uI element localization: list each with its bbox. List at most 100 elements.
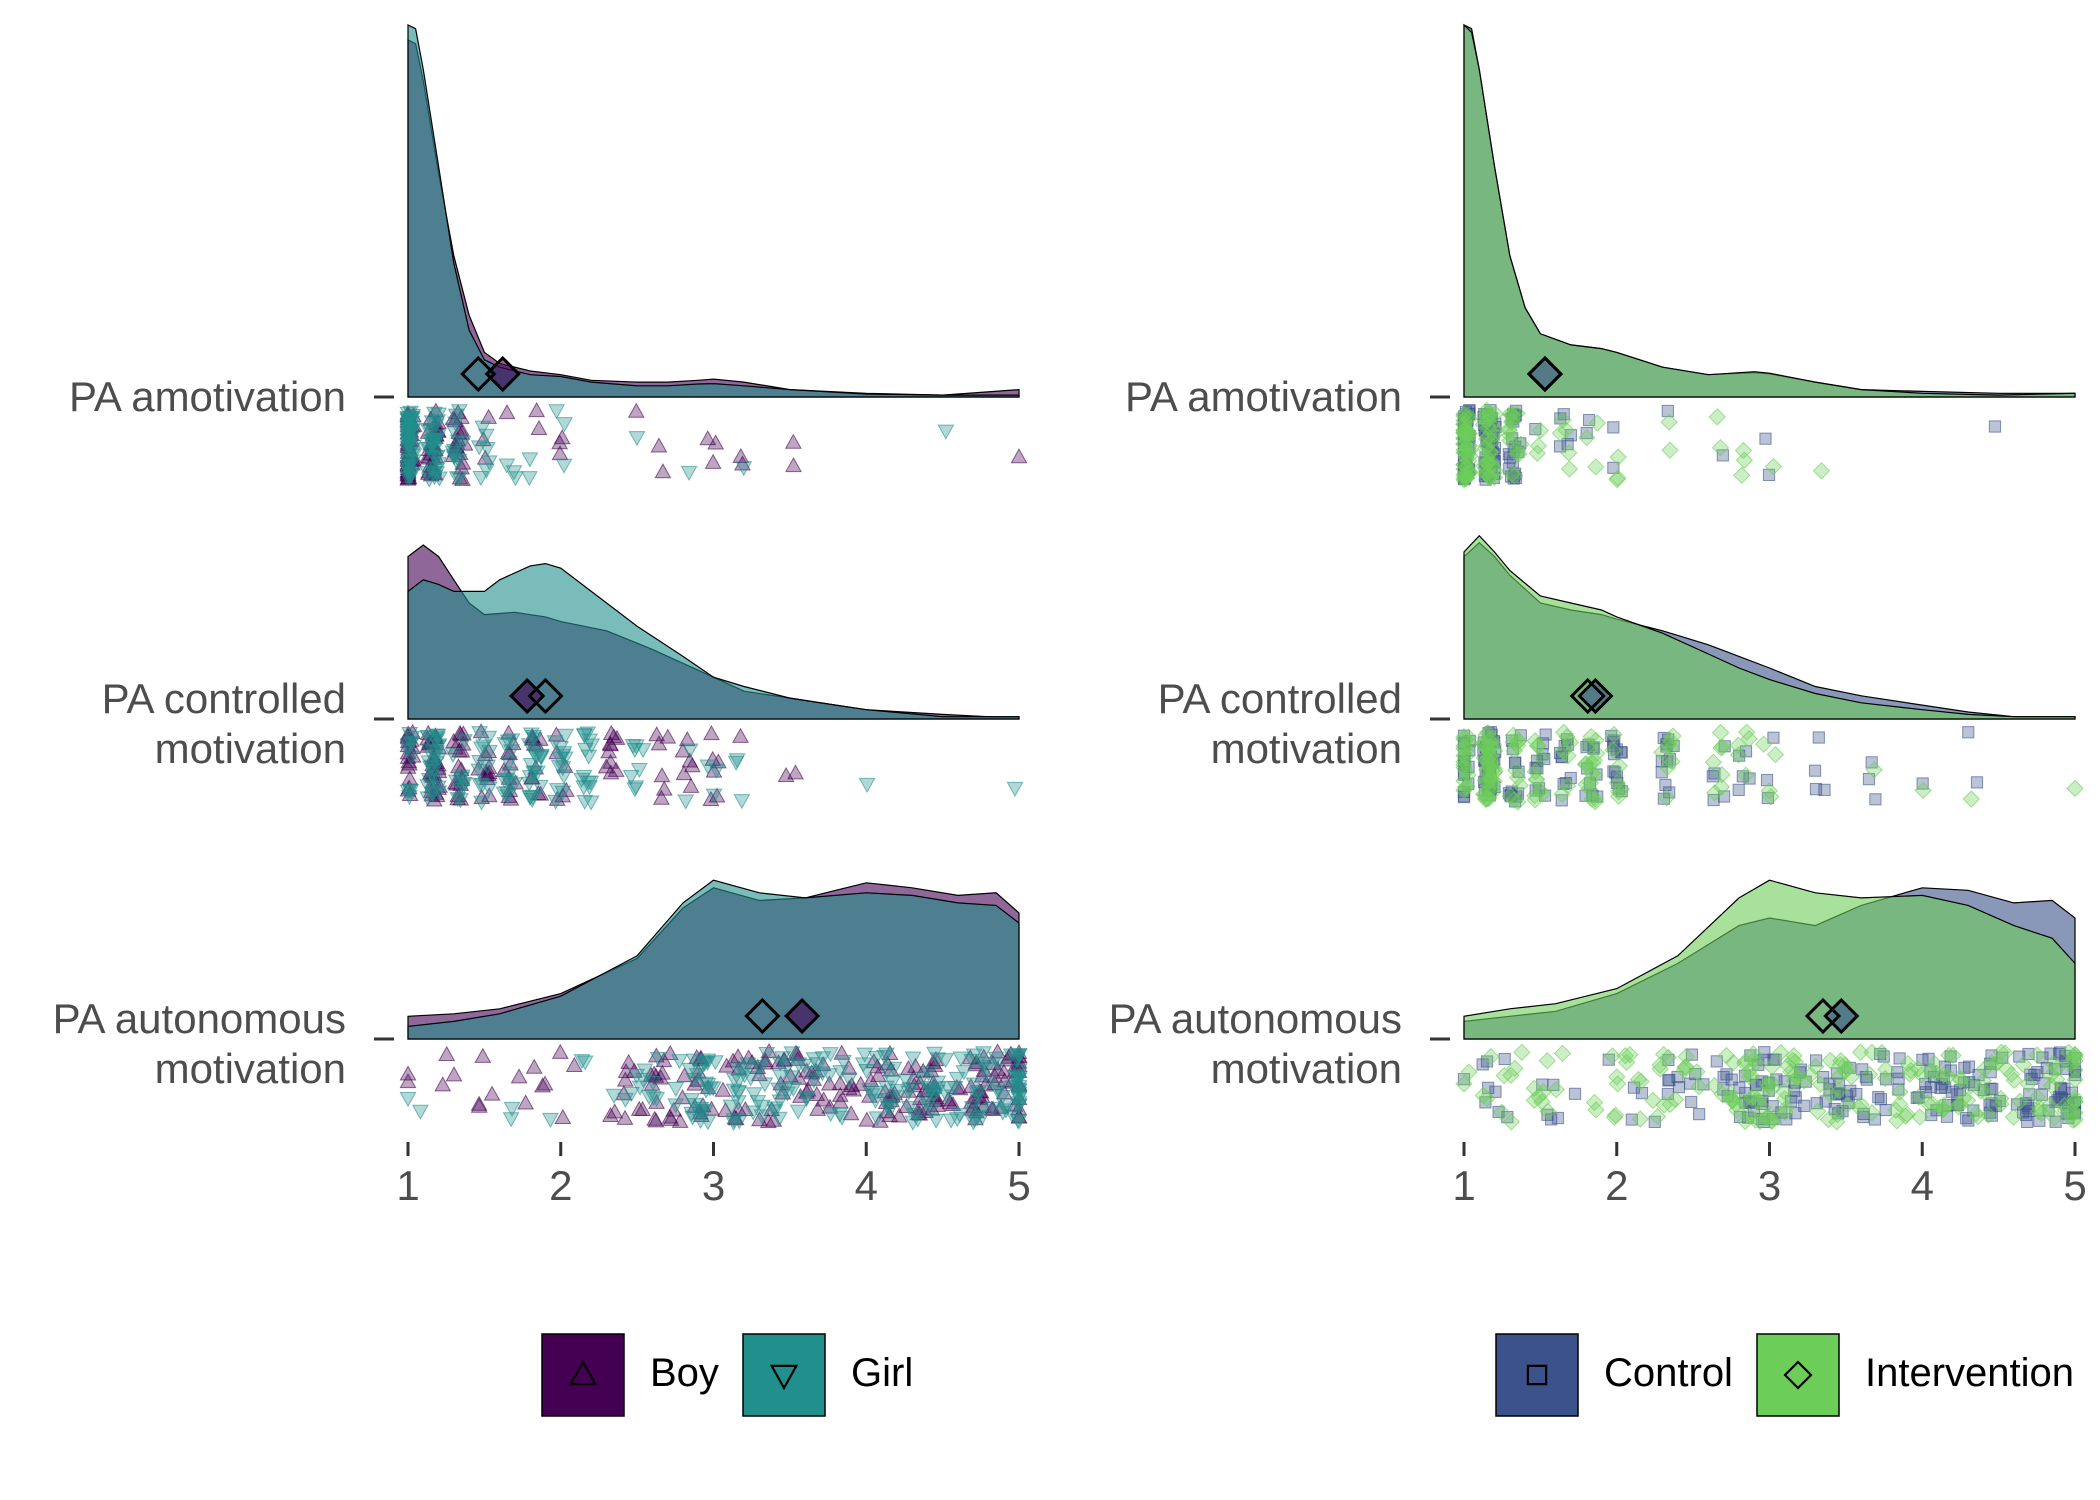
rain-point-intervention [1664,727,1682,745]
rain-point-boy [1010,448,1028,464]
rain-point-girl [551,751,569,767]
rain-point-control [1810,1097,1823,1110]
rain-point-intervention [1661,441,1679,459]
row-label-line: motivation [155,725,346,772]
rain-point-girl [402,405,420,421]
rain-point-intervention [1828,1105,1847,1124]
rain-point-intervention [1480,747,1499,765]
rain-point-intervention [2004,1108,2023,1126]
rain-point-boy [784,433,802,449]
rain-point-intervention [1955,1089,1973,1107]
rain-point-intervention [1510,445,1528,463]
rain-point-intervention [1581,774,1600,792]
density-girl [407,879,1020,1040]
rain-point-intervention [1586,793,1604,811]
rain-point-control [1869,793,1882,806]
rain-point-girl [968,1091,986,1107]
rain-point-girl [699,759,717,775]
rain-point-intervention [1763,1058,1781,1076]
rain-point-boy [951,1080,969,1096]
rain-point-girl [725,1083,743,1099]
rain-point-girl [885,1061,903,1077]
rain-point-control [1958,1061,1971,1075]
row-label: PA controlled motivation [1158,675,1402,772]
rain-point-intervention [1661,731,1680,750]
rain-point-control [1689,1067,1702,1081]
rain-point-intervention [1460,409,1478,428]
legend-marker-icon [769,1364,799,1391]
rain-point-boy [840,1079,858,1095]
rain-point-boy [653,767,671,783]
rain-point-intervention [1659,1048,1678,1067]
rain-point-girl [420,772,438,789]
rain-point-boy [510,1068,528,1084]
rain-point-intervention [1713,1085,1731,1103]
rain-point-boy [551,1043,569,1059]
rain-point-boy [551,434,569,450]
rain-point-intervention [1531,421,1549,440]
rain-point-intervention [1608,1068,1626,1086]
rain-point-intervention [1887,1101,1905,1119]
rain-point-girl [680,465,698,482]
rain-point-intervention [1912,1066,1931,1084]
rain-point-intervention [1587,1101,1605,1119]
rain-point-intervention [1712,778,1731,796]
rain-point-control [1818,783,1831,796]
rain-point-girl [547,794,565,810]
rain-point-intervention [2066,1110,2084,1129]
rain-point-boy [399,1073,417,1089]
rain-point-boy [717,1101,734,1117]
rain-point-boy [898,1097,915,1114]
rain-point-intervention [1902,1061,1920,1080]
rain-point-girl [426,774,444,790]
rain-point-intervention [1557,421,1575,439]
rain-point-boy [647,1112,665,1128]
rain-point-boy [453,459,471,475]
rain-point-intervention [1509,793,1527,811]
rain-point-girl [973,1110,991,1126]
rain-point-girl [858,777,876,794]
rain-point-intervention [1763,1080,1781,1098]
rain-point-girl [474,420,492,436]
rain-point-intervention [1511,776,1530,795]
rain-point-girl [447,416,465,432]
rain-point-control [1819,1095,1832,1108]
rain-point-girl [450,471,468,487]
rain-point-girl [730,1114,748,1130]
rain-point-intervention [1603,1047,1622,1065]
rain-point-intervention [1890,1095,1909,1113]
rain-point-girl [795,1058,813,1075]
rain-point-girl [671,1054,688,1070]
rain-point-intervention [1529,736,1547,755]
rain-point-intervention [1777,1099,1795,1117]
rain-point-boy [454,725,472,741]
rain-point-intervention [1560,444,1578,462]
rain-point-boy [674,742,692,758]
rain-point-boy [803,1064,821,1080]
rain-point-intervention [1554,411,1572,429]
rain-point-intervention [1987,1054,2005,1072]
rain-point-girl [989,1084,1007,1100]
rain-point-girl [805,1073,823,1089]
rain-point-intervention [1737,766,1755,784]
rain-point-intervention [1863,1104,1881,1122]
mean-marker-girl [460,355,497,393]
rain-point-control [1607,421,1620,434]
rain-point-intervention [2002,1065,2021,1084]
rain-point-control [1767,731,1780,744]
rain-point-girl [542,1112,559,1128]
rain-point-intervention [1763,1111,1781,1130]
rain-point-control [1582,413,1596,427]
rain-point-intervention [1735,451,1754,469]
rain-point-girl [605,1088,623,1104]
rain-point-intervention [1811,1075,1830,1094]
rain-point-intervention [1962,790,1980,808]
rain-point-girl [626,782,644,798]
rain-point-boy [474,1047,492,1063]
row-label-line: motivation [155,1045,346,1092]
row-label-line: PA autonomous [1109,995,1402,1042]
rain-point-intervention [1751,1112,1769,1131]
rain-point-intervention [1478,789,1497,808]
rain-point-girl [399,459,417,475]
rain-point-girl [424,787,442,803]
